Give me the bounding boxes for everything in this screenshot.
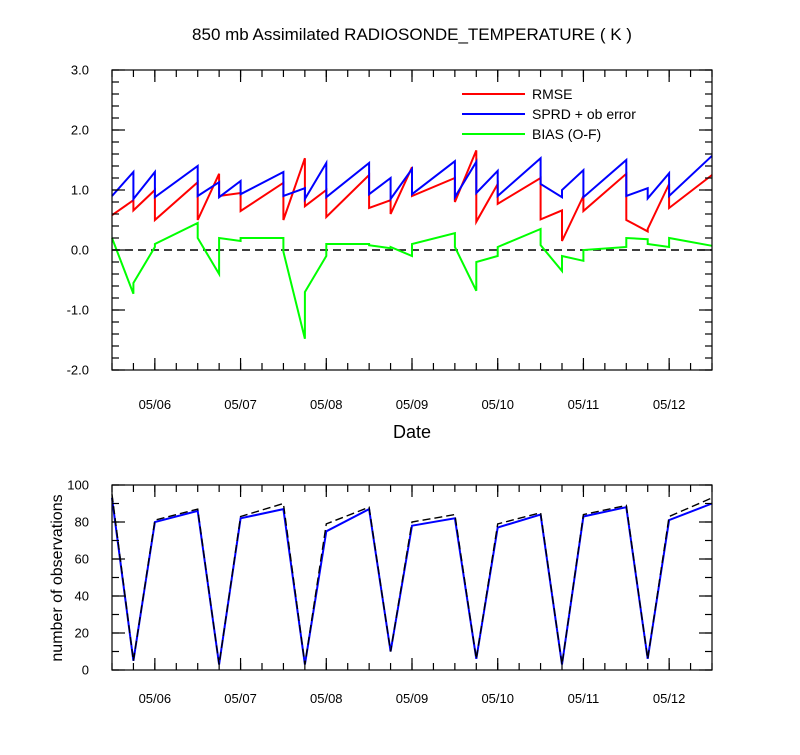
y-tick-label: -2.0: [67, 363, 89, 378]
y-tick-label: 2.0: [71, 123, 89, 138]
series-line-rmse: [111, 150, 713, 242]
legend: RMSE SPRD + ob error BIAS (O-F): [462, 86, 636, 142]
x-tick-label: 05/10: [481, 691, 514, 706]
y-tick-label: 20: [75, 626, 89, 641]
series-line-sprd-ob-error: [111, 155, 713, 203]
y-axis-label-observations: number of observations: [49, 494, 66, 661]
x-tick-label: 05/07: [224, 397, 257, 412]
x-tick-label: 05/09: [396, 397, 429, 412]
legend-label: RMSE: [532, 86, 572, 102]
x-tick-label: 05/06: [139, 691, 172, 706]
x-tick-label: 05/12: [653, 397, 686, 412]
y-tick-label: 3.0: [71, 63, 89, 78]
x-tick-label: 05/11: [568, 397, 600, 412]
x-tick-label: 05/08: [310, 397, 343, 412]
y-tick-label: 80: [75, 515, 89, 530]
legend-label: BIAS (O-F): [532, 126, 601, 142]
bottom-plot-frame: [111, 484, 713, 671]
x-tick-label: 05/06: [139, 397, 172, 412]
y-tick-label: 0: [82, 663, 89, 678]
x-tick-label: 05/08: [310, 691, 343, 706]
chart-title: 850 mb Assimilated RADIOSONDE_TEMPERATUR…: [192, 25, 632, 44]
x-axis-label: Date: [393, 422, 431, 442]
series-line-available: [111, 494, 713, 665]
y-tick-label: 1.0: [71, 183, 89, 198]
y-tick-label: 40: [75, 589, 89, 604]
x-tick-label: 05/12: [653, 691, 686, 706]
y-tick-label: 60: [75, 552, 89, 567]
x-tick-label: 05/11: [568, 691, 600, 706]
legend-label: SPRD + ob error: [532, 106, 636, 122]
x-tick-label: 05/09: [396, 691, 429, 706]
series-line-bias-o-f: [111, 221, 713, 340]
y-tick-label: -1.0: [67, 303, 89, 318]
y-tick-label: 0.0: [71, 243, 89, 258]
x-tick-label: 05/10: [481, 397, 514, 412]
y-tick-label: 100: [67, 478, 89, 493]
x-tick-label: 05/07: [224, 691, 257, 706]
